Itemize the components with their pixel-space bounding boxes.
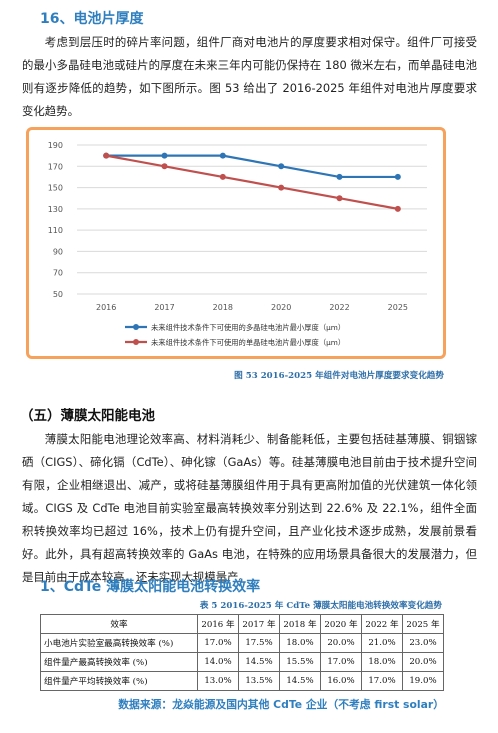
table-cell: 17.0% bbox=[197, 633, 239, 653]
table-cell: 13.5% bbox=[238, 671, 280, 691]
table-header-cell: 2022 年 bbox=[361, 614, 403, 634]
table-cell: 17.0% bbox=[320, 652, 362, 672]
table-cell: 13.0% bbox=[197, 671, 239, 691]
x-tick-label: 2020 bbox=[271, 303, 291, 312]
x-tick-label: 2017 bbox=[154, 303, 174, 312]
x-tick-label: 2016 bbox=[96, 303, 116, 312]
y-tick-label: 130 bbox=[48, 205, 63, 214]
data-point bbox=[103, 152, 110, 159]
table-header-cell: 效率 bbox=[40, 614, 198, 634]
table-cell: 19.0% bbox=[402, 671, 444, 691]
table-row: 组件量产平均转换效率 (%) 13.0% 13.5% 14.5% 16.0% 1… bbox=[40, 671, 444, 691]
table-header-cell: 2017 年 bbox=[238, 614, 280, 634]
table-header-cell: 2018 年 bbox=[279, 614, 321, 634]
section-heading-thin-film: （五）薄膜太阳能电池 bbox=[20, 408, 155, 424]
table-row-label: 组件量产最高转换效率 (%) bbox=[40, 652, 198, 672]
table-cell: 18.0% bbox=[361, 652, 403, 672]
y-tick-label: 110 bbox=[48, 226, 63, 235]
paragraph-thickness: 考虑到层压时的碎片率问题，组件厂商对电池片的厚度要求相对保守。组件厂可接受的最小… bbox=[22, 35, 477, 118]
data-point bbox=[336, 173, 343, 180]
table-cell: 16.0% bbox=[320, 671, 362, 691]
table-cell: 17.0% bbox=[361, 671, 403, 691]
data-point bbox=[161, 152, 168, 159]
table-cell: 23.0% bbox=[402, 633, 444, 653]
table-row-label: 小电池片实验室最高转换效率 (%) bbox=[40, 633, 198, 653]
table-cell: 14.0% bbox=[197, 652, 239, 672]
section-heading-cdte: 1、CdTe 薄膜太阳能电池转换效率 bbox=[40, 579, 261, 595]
thickness-chart: 50 70 90 110 130 150 170 190 2016 2017 2018 2020 202… bbox=[26, 127, 446, 359]
section-heading-thickness: 16、电池片厚度 bbox=[40, 11, 144, 27]
y-tick-label: 70 bbox=[53, 269, 63, 278]
y-tick-label: 150 bbox=[48, 184, 63, 193]
table-row: 小电池片实验室最高转换效率 (%) 17.0% 17.5% 18.0% 20.0… bbox=[40, 633, 444, 653]
table-header-cell: 2020 年 bbox=[320, 614, 362, 634]
data-point bbox=[336, 195, 343, 202]
data-point bbox=[219, 152, 226, 159]
table-cell: 15.5% bbox=[279, 652, 321, 672]
table-cell: 20.0% bbox=[320, 633, 362, 653]
y-tick-label: 50 bbox=[53, 290, 63, 299]
cdte-efficiency-table: 效率 2016 年 2017 年 2018 年 2020 年 2022 年 20… bbox=[40, 614, 444, 691]
legend-marker bbox=[133, 324, 139, 330]
table-cell: 14.5% bbox=[279, 671, 321, 691]
legend-label: 未来组件技术条件下可使用的多晶硅电池片最小厚度（μm） bbox=[151, 323, 345, 332]
data-point bbox=[278, 184, 285, 191]
y-tick-label: 90 bbox=[53, 247, 63, 256]
data-point bbox=[394, 173, 401, 180]
table-caption: 表 5 2016-2025 年 CdTe 薄膜太阳能电池转换效率变化趋势 bbox=[199, 601, 442, 611]
table-cell: 18.0% bbox=[279, 633, 321, 653]
thickness-chart-svg: 50 70 90 110 130 150 170 190 2016 2017 2018 2020 202… bbox=[48, 141, 427, 347]
table-cell: 21.0% bbox=[361, 633, 403, 653]
legend-label: 未来组件技术条件下可使用的单晶硅电池片最小厚度（μm） bbox=[151, 338, 345, 347]
data-point bbox=[278, 163, 285, 170]
data-point bbox=[161, 163, 168, 170]
y-tick-label: 170 bbox=[48, 162, 63, 171]
table-row-label: 组件量产平均转换效率 (%) bbox=[40, 671, 198, 691]
paragraph-thin-film: 薄膜太阳能电池理论效率高、材料消耗少、制备能耗低，主要包括硅基薄膜、铜铟镓硒（C… bbox=[22, 432, 477, 584]
figure-caption: 图 53 2016-2025 年组件对电池片厚度要求变化趋势 bbox=[234, 371, 444, 381]
data-source-note: 数据来源：龙焱能源及国内其他 CdTe 企业（不考虑 first solar） bbox=[118, 698, 444, 711]
table-cell: 14.5% bbox=[238, 652, 280, 672]
y-tick-label: 190 bbox=[48, 141, 63, 150]
series-line bbox=[105, 154, 399, 210]
x-tick-label: 2018 bbox=[213, 303, 233, 312]
x-tick-label: 2025 bbox=[388, 303, 408, 312]
table-cell: 20.0% bbox=[402, 652, 444, 672]
series-line bbox=[106, 154, 398, 179]
table-row: 组件量产最高转换效率 (%) 14.0% 14.5% 15.5% 17.0% 1… bbox=[40, 652, 444, 672]
table-cell: 17.5% bbox=[238, 633, 280, 653]
table-header-row: 效率 2016 年 2017 年 2018 年 2020 年 2022 年 20… bbox=[40, 614, 444, 634]
legend-marker bbox=[133, 339, 139, 345]
data-point bbox=[394, 205, 401, 212]
table-header-cell: 2025 年 bbox=[402, 614, 444, 634]
x-tick-label: 2022 bbox=[329, 303, 349, 312]
data-point bbox=[219, 173, 226, 180]
table-header-cell: 2016 年 bbox=[197, 614, 239, 634]
